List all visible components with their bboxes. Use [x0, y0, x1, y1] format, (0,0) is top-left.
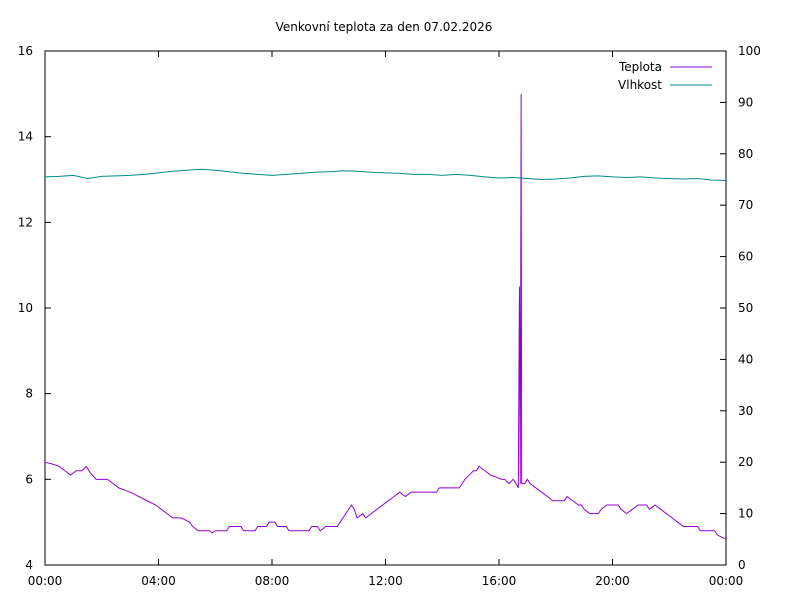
- y-right-tick-label: 70: [738, 198, 753, 212]
- y-right-tick-label: 90: [738, 95, 753, 109]
- y-right-tick-label: 50: [738, 301, 753, 315]
- x-tick-label: 00:00: [709, 574, 744, 588]
- y-right-tick-label: 0: [738, 558, 746, 572]
- y-right-tick-label: 30: [738, 404, 753, 418]
- x-tick-label: 08:00: [255, 574, 290, 588]
- legend-label-vlhkost: Vlhkost: [618, 78, 662, 92]
- y-right-ticks: 0 10 20 30 40 50 60 70 80 90 100: [720, 44, 761, 572]
- y-right-tick-label: 10: [738, 507, 753, 521]
- x-tick-label: 04:00: [141, 574, 176, 588]
- x-tick-label: 20:00: [595, 574, 630, 588]
- y-right-tick-label: 40: [738, 352, 753, 366]
- chart-title: Venkovní teplota za den 07.02.2026: [276, 20, 493, 34]
- x-tick-label: 16:00: [482, 574, 517, 588]
- y-left-tick-label: 10: [18, 301, 33, 315]
- y-left-tick-label: 14: [18, 130, 33, 144]
- y-right-tick-label: 60: [738, 250, 753, 264]
- y-right-tick-label: 100: [738, 44, 761, 58]
- series-line-teplota: [44, 93, 727, 540]
- legend-label-teplota: Teplota: [618, 60, 662, 74]
- y-right-tick-label: 20: [738, 455, 753, 469]
- y-left-ticks: 4 6 8 10 12 14 16: [18, 44, 51, 572]
- plot-frame: [44, 50, 727, 566]
- y-left-tick-label: 12: [18, 215, 33, 229]
- y-left-tick-label: 8: [25, 387, 33, 401]
- x-tick-label: 00:00: [28, 574, 63, 588]
- series-layer: [44, 93, 727, 540]
- y-left-tick-label: 16: [18, 44, 33, 58]
- y-left-tick-label: 4: [25, 558, 33, 572]
- legend: Teplota Vlhkost: [618, 60, 712, 92]
- x-ticks: 00:00 04:00 08:00 12:00 16:00 20:00 00:00: [28, 51, 744, 588]
- series-line-vlhkost: [44, 168, 727, 182]
- y-right-tick-label: 80: [738, 147, 753, 161]
- y-left-tick-label: 6: [25, 472, 33, 486]
- x-tick-label: 12:00: [368, 574, 403, 588]
